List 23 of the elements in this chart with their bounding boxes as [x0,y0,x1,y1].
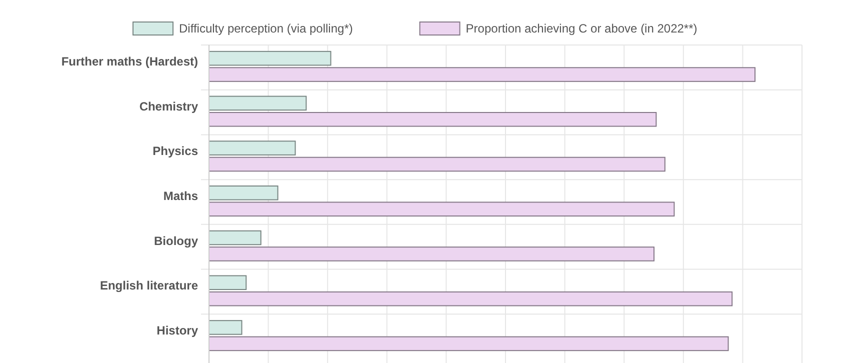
y-tick-label: History [156,324,198,338]
bar [208,156,666,172]
bar [208,112,657,127]
bar [208,140,296,156]
y-tick-label: Maths [163,189,198,203]
y-tick-label: Chemistry [139,99,198,114]
bar [208,291,733,306]
bar [208,50,332,66]
legend-label: Difficulty perception (via polling*) [179,22,353,36]
y-tick-label: English literature [100,278,198,293]
bar [208,320,242,335]
bar [208,230,262,246]
bar [208,246,654,262]
y-tick-label: Further maths (Hardest) [61,54,198,68]
bar [208,336,729,352]
bar [208,186,278,200]
y-tick-label: Biology [154,234,198,248]
bar [208,67,756,82]
bar [208,275,247,290]
legend-label: Proportion achieving C or above (in 2022**) [466,22,698,36]
y-tick-label: Physics [152,144,198,158]
bar [208,202,675,216]
bar [208,96,307,111]
